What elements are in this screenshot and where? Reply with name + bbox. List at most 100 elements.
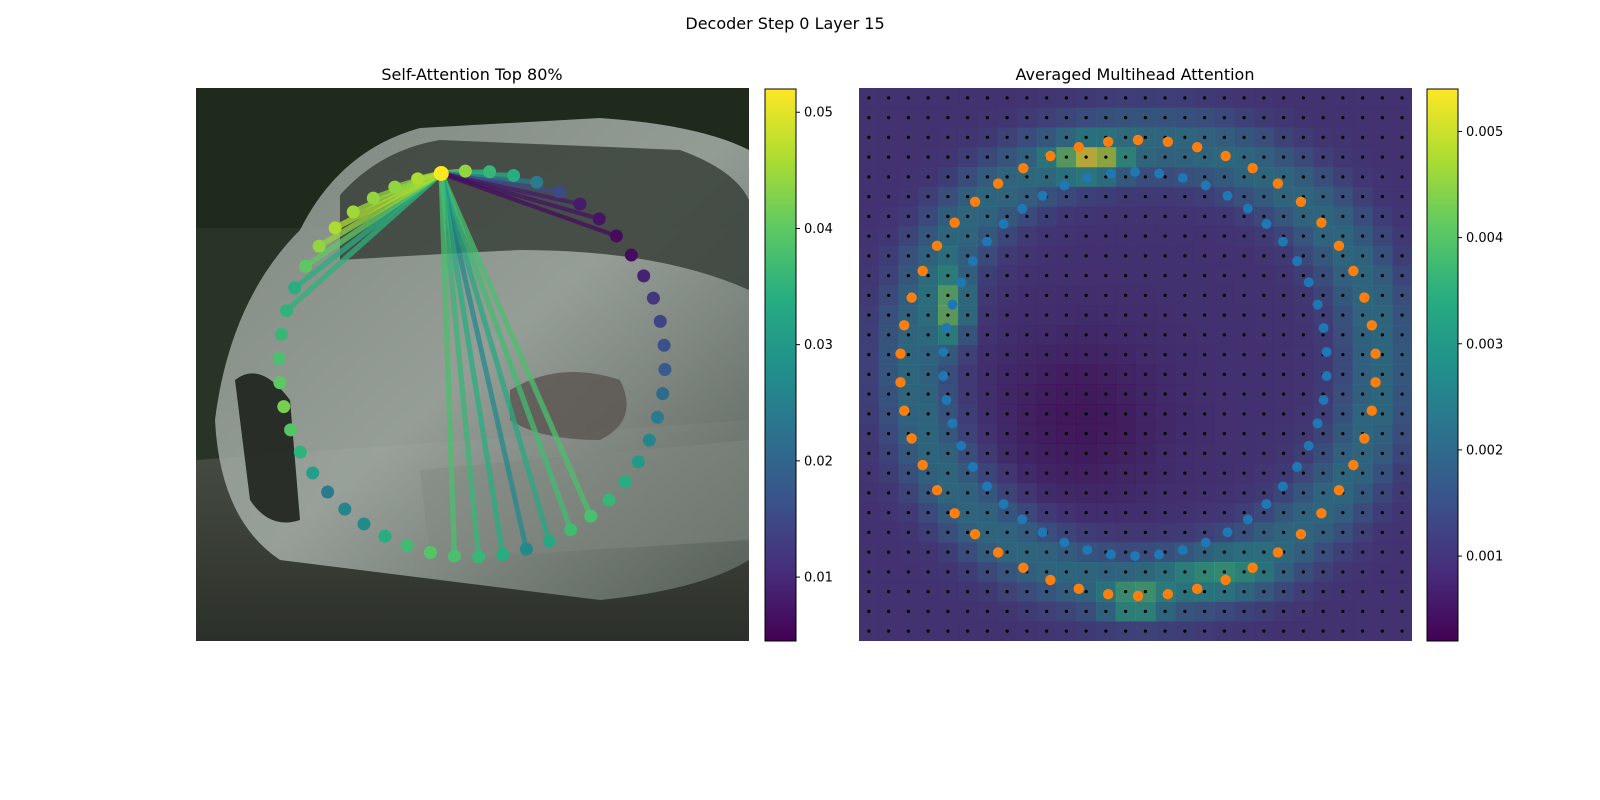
- grid-dot: [1143, 195, 1147, 199]
- grid-dot: [1380, 333, 1384, 337]
- grid-dot: [887, 195, 891, 199]
- grid-dot: [1183, 116, 1187, 120]
- blue-point: [1017, 514, 1028, 525]
- grid-dot: [985, 570, 989, 574]
- grid-dot: [1282, 175, 1286, 179]
- grid-dot: [1045, 293, 1049, 297]
- grid-dot: [887, 629, 891, 633]
- grid-dot: [1301, 234, 1305, 238]
- grid-dot: [906, 451, 910, 455]
- orange-point: [1132, 134, 1144, 146]
- grid-dot: [1380, 570, 1384, 574]
- blue-point: [1303, 277, 1314, 288]
- grid-dot: [926, 609, 930, 613]
- grid-dot: [1163, 175, 1167, 179]
- grid-dot: [1084, 491, 1088, 495]
- grid-dot: [1045, 412, 1049, 416]
- grid-dot: [1282, 629, 1286, 633]
- grid-dot: [1045, 274, 1049, 278]
- grid-dot: [926, 491, 930, 495]
- grid-dot: [1361, 491, 1365, 495]
- grid-dot: [1045, 135, 1049, 139]
- grid-dot: [887, 254, 891, 258]
- grid-dot: [1203, 590, 1207, 594]
- grid-dot: [906, 155, 910, 159]
- attention-point: [321, 485, 335, 499]
- grid-dot: [1143, 530, 1147, 534]
- attention-point: [346, 205, 360, 219]
- grid-dot: [966, 550, 970, 554]
- grid-dot: [1262, 135, 1266, 139]
- attention-point: [552, 185, 566, 199]
- grid-dot: [867, 511, 871, 515]
- grid-dot: [1183, 451, 1187, 455]
- grid-dot: [1124, 333, 1128, 337]
- grid-dot: [1242, 313, 1246, 317]
- blue-point: [1222, 190, 1233, 201]
- grid-dot: [1084, 412, 1088, 416]
- grid-dot: [867, 175, 871, 179]
- blue-point: [1321, 346, 1332, 357]
- grid-dot: [1321, 629, 1325, 633]
- grid-dot: [1242, 570, 1246, 574]
- grid-dot: [946, 471, 950, 475]
- grid-dot: [887, 116, 891, 120]
- grid-dot: [1361, 570, 1365, 574]
- figure-suptitle: Decoder Step 0 Layer 15: [685, 14, 884, 33]
- grid-dot: [1163, 116, 1167, 120]
- attention-point: [646, 291, 660, 305]
- grid-dot: [1143, 412, 1147, 416]
- grid-dot: [1203, 96, 1207, 100]
- grid-dot: [926, 451, 930, 455]
- grid-dot: [1242, 530, 1246, 534]
- attention-point: [272, 352, 286, 366]
- blue-point: [1200, 537, 1211, 548]
- grid-dot: [946, 609, 950, 613]
- grid-dot: [1005, 491, 1009, 495]
- grid-dot: [926, 530, 930, 534]
- attention-edge: [438, 173, 482, 558]
- grid-dot: [1025, 609, 1029, 613]
- grid-dot: [1084, 353, 1088, 357]
- grid-dot: [906, 372, 910, 376]
- orange-point: [1359, 292, 1370, 303]
- grid-dot: [1282, 570, 1286, 574]
- grid-dot: [1341, 96, 1345, 100]
- blue-point: [956, 277, 967, 288]
- blue-point: [967, 461, 978, 472]
- attention-edge: [438, 173, 458, 557]
- grid-dot: [867, 609, 871, 613]
- grid-dot: [1262, 195, 1266, 199]
- grid-dot: [1282, 274, 1286, 278]
- grid-dot: [1025, 432, 1029, 436]
- grid-dot: [1242, 353, 1246, 357]
- orange-point: [1073, 141, 1085, 153]
- grid-dot: [1262, 313, 1266, 317]
- grid-dot: [1380, 609, 1384, 613]
- grid-dot: [1380, 511, 1384, 515]
- grid-dot: [926, 293, 930, 297]
- grid-dot: [1282, 530, 1286, 534]
- grid-dot: [1361, 155, 1365, 159]
- grid-dot: [1361, 629, 1365, 633]
- grid-dot: [946, 451, 950, 455]
- attention-edge: [440, 171, 618, 238]
- grid-dot: [1242, 412, 1246, 416]
- grid-dot: [1282, 135, 1286, 139]
- blue-point: [1105, 549, 1116, 560]
- grid-dot: [1262, 471, 1266, 475]
- grid-dot: [1064, 353, 1068, 357]
- grid-dot: [887, 313, 891, 317]
- blue-point: [1261, 498, 1272, 509]
- blue-point: [998, 219, 1009, 230]
- grid-dot: [1005, 432, 1009, 436]
- grid-dot: [1400, 195, 1404, 199]
- grid-dot: [1064, 116, 1068, 120]
- grid-dot: [1183, 333, 1187, 337]
- grid-dot: [1084, 214, 1088, 218]
- grid-dot: [966, 491, 970, 495]
- grid-dot: [1025, 530, 1029, 534]
- grid-dot: [1341, 609, 1345, 613]
- grid-dot: [1005, 372, 1009, 376]
- grid-dot: [1203, 432, 1207, 436]
